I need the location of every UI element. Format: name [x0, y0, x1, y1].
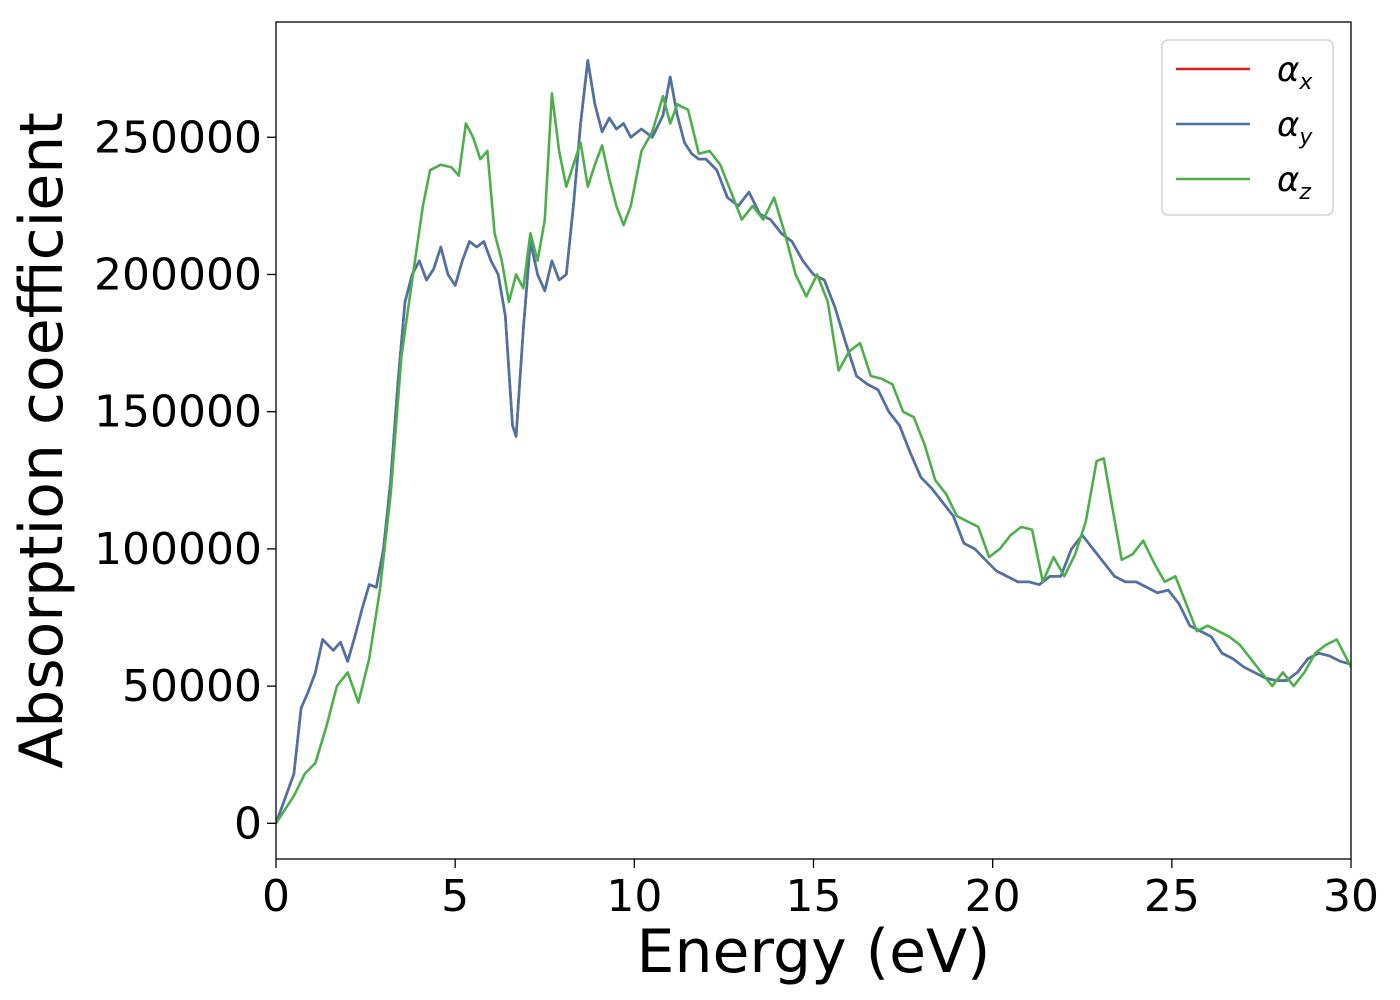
x-axis: 0 5 10 15 20 25 30	[262, 859, 1379, 922]
y-tick-label: 0	[234, 798, 262, 849]
legend: αx αy αz	[1161, 39, 1334, 216]
y-tick-label: 250000	[94, 112, 262, 163]
series-line-z	[276, 92, 1351, 825]
y-axis: 0 50000 100000 150000 200000 250000	[94, 112, 276, 849]
x-tick-label: 20	[965, 871, 1021, 922]
x-tick-label: 30	[1323, 871, 1379, 922]
series-layer	[276, 59, 1351, 825]
x-tick-label: 0	[262, 871, 290, 922]
legend-label-z: αz	[1277, 160, 1311, 205]
legend-box	[1161, 39, 1334, 216]
series-line-y	[276, 59, 1351, 825]
x-tick-label: 10	[606, 871, 662, 922]
legend-label-x: αx	[1277, 50, 1313, 95]
y-tick-label: 200000	[94, 249, 262, 300]
x-tick-label: 15	[786, 871, 842, 922]
legend-label-y: αy	[1277, 105, 1313, 150]
y-tick-label: 50000	[122, 661, 262, 712]
y-axis-label: Absorption coefficient	[7, 112, 77, 769]
x-tick-label: 25	[1144, 871, 1200, 922]
y-tick-label: 150000	[94, 387, 262, 438]
x-axis-label: Energy (eV)	[637, 917, 991, 987]
y-tick-label: 100000	[94, 524, 262, 575]
x-tick-label: 5	[441, 871, 469, 922]
